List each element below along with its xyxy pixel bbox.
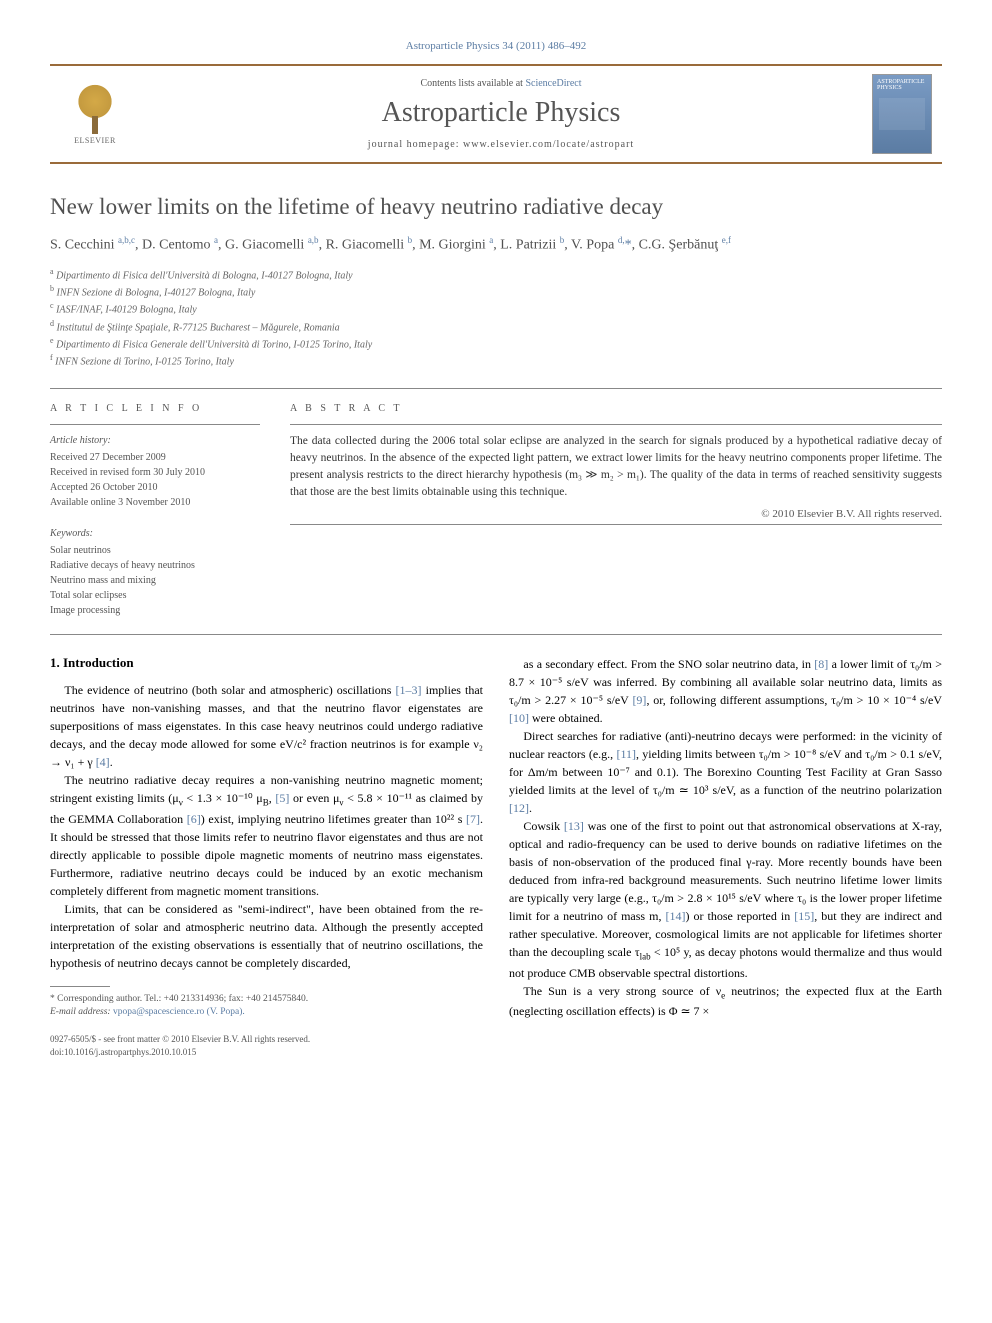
contents-line: Contents lists available at ScienceDirec… bbox=[130, 78, 872, 89]
body-paragraph: Cowsik [13] was one of the first to poin… bbox=[509, 817, 942, 982]
keywords-block: Keywords: Solar neutrinosRadiative decay… bbox=[50, 526, 260, 618]
copyright-line: © 2010 Elsevier B.V. All rights reserved… bbox=[290, 508, 942, 520]
authors-list: S. Cecchini a,b,c, D. Centomo a, G. Giac… bbox=[50, 234, 942, 256]
sciencedirect-link[interactable]: ScienceDirect bbox=[525, 78, 581, 89]
contents-prefix: Contents lists available at bbox=[420, 78, 525, 89]
header-citation: Astroparticle Physics 34 (2011) 486–492 bbox=[50, 40, 942, 52]
keyword-line: Radiative decays of heavy neutrinos bbox=[50, 558, 260, 573]
cover-label: ASTROPARTICLE PHYSICS bbox=[877, 79, 931, 91]
info-abstract-row: A R T I C L E I N F O Article history: R… bbox=[50, 403, 942, 618]
homepage-prefix: journal homepage: bbox=[368, 139, 463, 150]
body-paragraph: Direct searches for radiative (anti)-neu… bbox=[509, 727, 942, 817]
footer-line1: 0927-6505/$ - see front matter © 2010 El… bbox=[50, 1034, 310, 1044]
abstract-col: A B S T R A C T The data collected durin… bbox=[290, 403, 942, 618]
keyword-line: Solar neutrinos bbox=[50, 543, 260, 558]
abstract-heading: A B S T R A C T bbox=[290, 403, 942, 414]
info-divider bbox=[50, 424, 260, 425]
body-paragraph: The evidence of neutrino (both solar and… bbox=[50, 681, 483, 771]
footer-line2: doi:10.1016/j.astropartphys.2010.10.015 bbox=[50, 1047, 196, 1057]
abstract-bottom-divider bbox=[290, 524, 942, 525]
abstract-text: The data collected during the 2006 total… bbox=[290, 433, 942, 502]
footnote-email[interactable]: vpopa@spacescience.ro (V. Popa). bbox=[113, 1007, 245, 1017]
footnote-email-label: E-mail address: bbox=[50, 1007, 111, 1017]
history-line: Received 27 December 2009 bbox=[50, 450, 260, 465]
keyword-line: Neutrino mass and mixing bbox=[50, 573, 260, 588]
journal-name: Astroparticle Physics bbox=[130, 97, 872, 129]
body-text-left: The evidence of neutrino (both solar and… bbox=[50, 681, 483, 972]
banner-center: Contents lists available at ScienceDirec… bbox=[130, 78, 872, 150]
right-column: as a secondary effect. From the SNO sola… bbox=[509, 655, 942, 1059]
homepage-line: journal homepage: www.elsevier.com/locat… bbox=[130, 139, 872, 150]
affiliations: a Dipartimento di Fisica dell'Università… bbox=[50, 266, 942, 370]
article-info-heading: A R T I C L E I N F O bbox=[50, 403, 260, 414]
history-line: Accepted 26 October 2010 bbox=[50, 480, 260, 495]
section-1-heading: 1. Introduction bbox=[50, 655, 483, 671]
abstract-divider bbox=[290, 424, 942, 425]
elsevier-logo: ELSEVIER bbox=[60, 79, 130, 149]
body-paragraph: The neutrino radiative decay requires a … bbox=[50, 771, 483, 900]
history-line: Available online 3 November 2010 bbox=[50, 495, 260, 510]
article-title: New lower limits on the lifetime of heav… bbox=[50, 194, 942, 220]
keyword-line: Image processing bbox=[50, 603, 260, 618]
body-text-right: as a secondary effect. From the SNO sola… bbox=[509, 655, 942, 1021]
journal-cover-thumb: ASTROPARTICLE PHYSICS bbox=[872, 74, 932, 154]
divider-top bbox=[50, 388, 942, 389]
divider-mid bbox=[50, 634, 942, 635]
publisher-name: ELSEVIER bbox=[74, 136, 116, 145]
footer-block: 0927-6505/$ - see front matter © 2010 El… bbox=[50, 1033, 483, 1058]
body-columns: 1. Introduction The evidence of neutrino… bbox=[50, 655, 942, 1059]
history-label: Article history: bbox=[50, 433, 260, 448]
article-info-col: A R T I C L E I N F O Article history: R… bbox=[50, 403, 260, 618]
body-paragraph: Limits, that can be considered as "semi-… bbox=[50, 900, 483, 972]
corresponding-footnote: * Corresponding author. Tel.: +40 213314… bbox=[50, 993, 483, 1020]
keywords-label: Keywords: bbox=[50, 526, 260, 541]
homepage-url[interactable]: www.elsevier.com/locate/astropart bbox=[463, 139, 634, 150]
footnote-line1: Corresponding author. Tel.: +40 21331493… bbox=[57, 994, 308, 1004]
article-history: Article history: Received 27 December 20… bbox=[50, 433, 260, 510]
elsevier-tree-icon bbox=[70, 84, 120, 134]
left-column: 1. Introduction The evidence of neutrino… bbox=[50, 655, 483, 1059]
history-line: Received in revised form 30 July 2010 bbox=[50, 465, 260, 480]
body-paragraph: as a secondary effect. From the SNO sola… bbox=[509, 655, 942, 727]
footnote-separator bbox=[50, 986, 110, 987]
footnote-marker: * bbox=[50, 994, 55, 1004]
keyword-line: Total solar eclipses bbox=[50, 588, 260, 603]
journal-banner: ELSEVIER Contents lists available at Sci… bbox=[50, 64, 942, 164]
body-paragraph: The Sun is a very strong source of νe ne… bbox=[509, 982, 942, 1021]
